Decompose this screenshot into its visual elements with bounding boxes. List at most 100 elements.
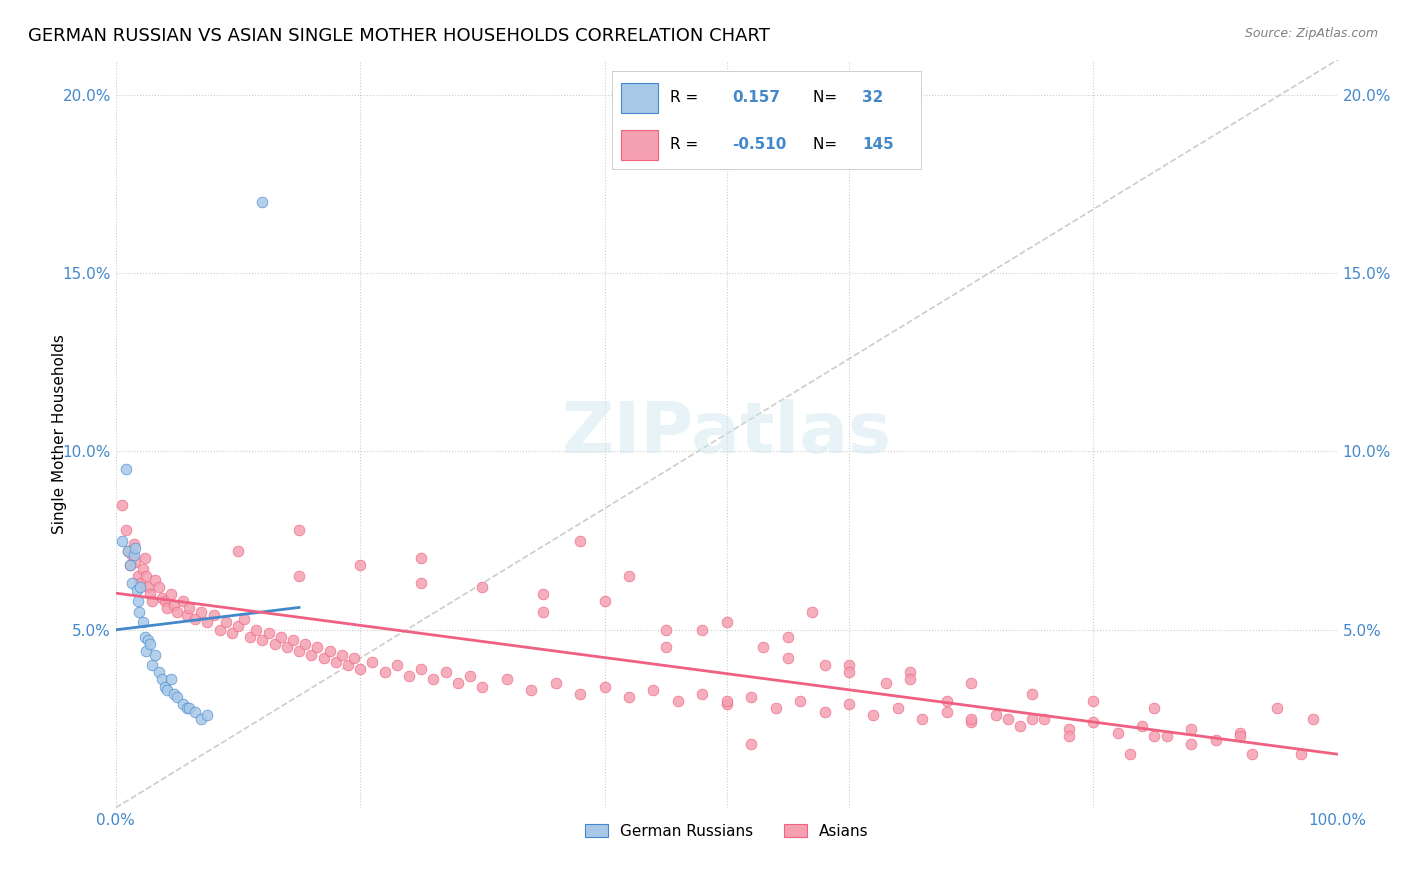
- Point: [177, 601, 200, 615]
- Point: [398, 669, 420, 683]
- FancyBboxPatch shape: [621, 83, 658, 112]
- Text: 32: 32: [862, 90, 883, 105]
- Point: [117, 544, 139, 558]
- Point: [1130, 719, 1153, 733]
- Point: [617, 690, 640, 705]
- Text: Source: ZipAtlas.com: Source: ZipAtlas.com: [1244, 27, 1378, 40]
- Point: [349, 558, 371, 573]
- Point: [141, 658, 163, 673]
- Point: [776, 651, 799, 665]
- Point: [176, 701, 198, 715]
- Point: [1021, 712, 1043, 726]
- Y-axis label: Single Mother Households: Single Mother Households: [52, 334, 67, 533]
- Point: [1265, 701, 1288, 715]
- Point: [349, 662, 371, 676]
- Point: [330, 648, 353, 662]
- Point: [197, 615, 219, 630]
- Text: N=: N=: [813, 137, 842, 153]
- Point: [153, 594, 176, 608]
- Point: [120, 558, 142, 573]
- Point: [184, 612, 207, 626]
- Text: N=: N=: [813, 90, 842, 105]
- Point: [1033, 712, 1056, 726]
- Point: [135, 569, 157, 583]
- Point: [197, 708, 219, 723]
- Point: [789, 694, 811, 708]
- Point: [136, 580, 159, 594]
- Point: [172, 594, 194, 608]
- Point: [134, 630, 156, 644]
- Point: [143, 573, 166, 587]
- Point: [617, 569, 640, 583]
- Point: [221, 626, 243, 640]
- Point: [176, 608, 198, 623]
- Point: [776, 630, 799, 644]
- Point: [1143, 701, 1166, 715]
- Point: [125, 583, 148, 598]
- Point: [643, 683, 665, 698]
- Point: [385, 658, 408, 673]
- Point: [190, 605, 212, 619]
- Point: [593, 594, 616, 608]
- Point: [153, 680, 176, 694]
- Point: [257, 626, 280, 640]
- Text: R =: R =: [671, 90, 703, 105]
- Point: [233, 612, 256, 626]
- Point: [1107, 726, 1129, 740]
- Point: [716, 615, 738, 630]
- Point: [520, 683, 543, 698]
- Point: [252, 633, 274, 648]
- Point: [569, 687, 592, 701]
- Point: [166, 605, 188, 619]
- Point: [1083, 715, 1105, 730]
- Point: [935, 705, 957, 719]
- Point: [1156, 730, 1178, 744]
- Point: [135, 644, 157, 658]
- Point: [307, 640, 329, 655]
- Point: [121, 548, 143, 562]
- Point: [124, 555, 146, 569]
- Point: [148, 580, 170, 594]
- Point: [127, 569, 149, 583]
- Point: [838, 658, 860, 673]
- Point: [740, 737, 762, 751]
- Point: [898, 665, 921, 680]
- Point: [111, 498, 134, 512]
- Point: [838, 698, 860, 712]
- Point: [226, 619, 249, 633]
- Point: [336, 658, 359, 673]
- Point: [150, 673, 173, 687]
- Point: [215, 615, 238, 630]
- Point: [898, 673, 921, 687]
- Point: [299, 648, 322, 662]
- Point: [129, 576, 152, 591]
- Point: [114, 462, 136, 476]
- Point: [960, 676, 983, 690]
- Point: [666, 694, 689, 708]
- Point: [1289, 747, 1312, 762]
- Point: [163, 687, 186, 701]
- Point: [318, 644, 340, 658]
- Point: [495, 673, 517, 687]
- Point: [294, 637, 316, 651]
- Point: [984, 708, 1007, 723]
- Point: [156, 683, 179, 698]
- Text: GERMAN RUSSIAN VS ASIAN SINGLE MOTHER HOUSEHOLDS CORRELATION CHART: GERMAN RUSSIAN VS ASIAN SINGLE MOTHER HO…: [28, 27, 770, 45]
- Point: [131, 615, 153, 630]
- Point: [838, 665, 860, 680]
- Point: [813, 658, 835, 673]
- Point: [190, 712, 212, 726]
- Point: [288, 569, 311, 583]
- Point: [124, 541, 146, 555]
- Point: [361, 655, 384, 669]
- Point: [1021, 687, 1043, 701]
- Point: [887, 701, 910, 715]
- Point: [163, 598, 186, 612]
- Point: [411, 662, 433, 676]
- Point: [202, 608, 225, 623]
- Point: [374, 665, 396, 680]
- Point: [263, 637, 285, 651]
- Text: ZIPatlas: ZIPatlas: [562, 400, 891, 468]
- Point: [1241, 747, 1264, 762]
- Point: [1057, 723, 1080, 737]
